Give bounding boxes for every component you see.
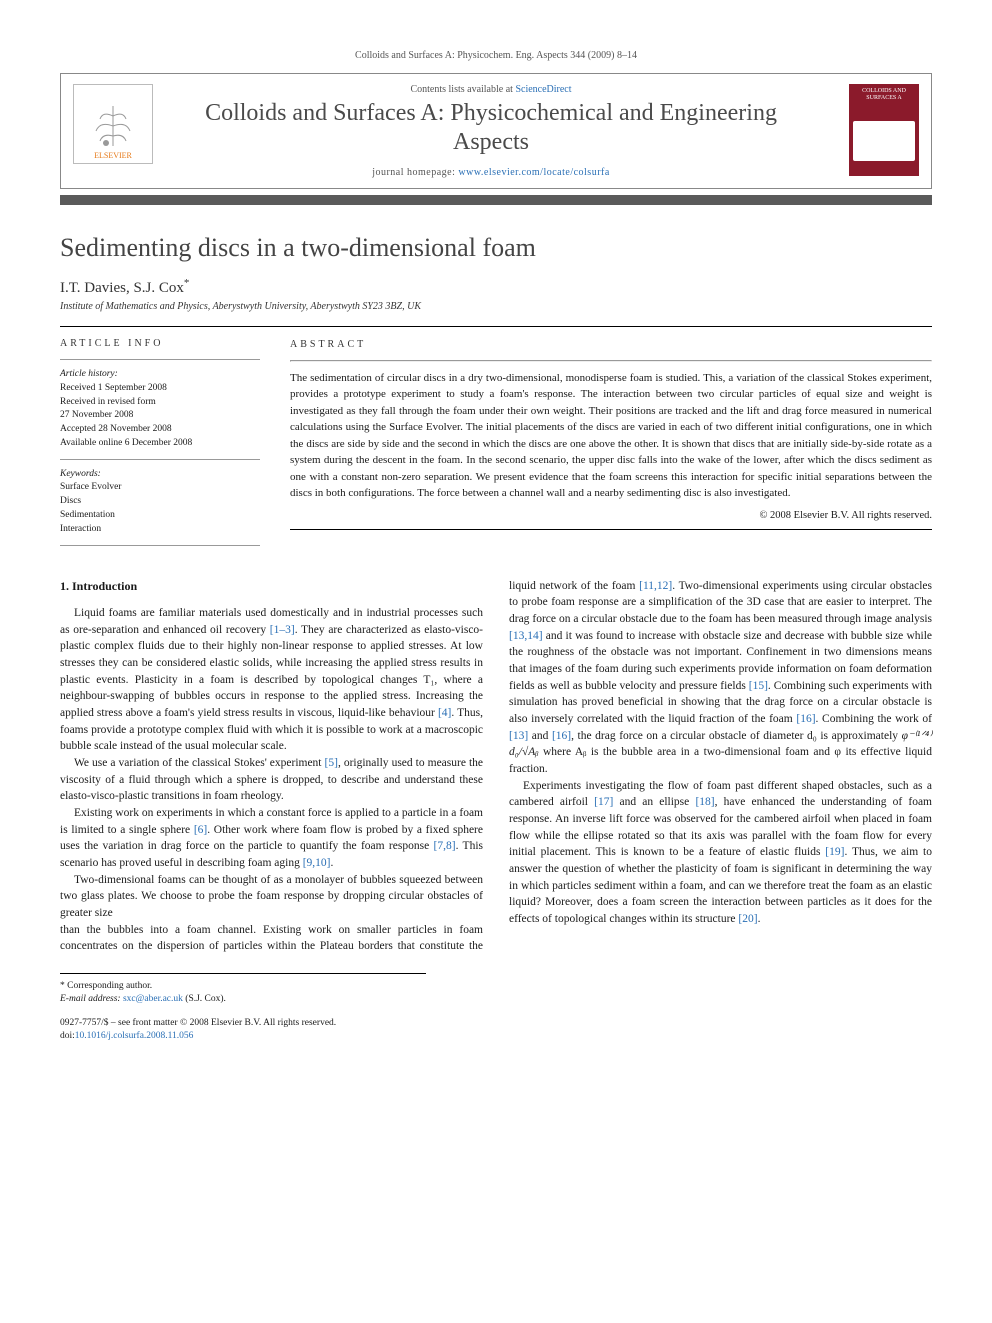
citation-link[interactable]: [7,8] — [434, 840, 456, 852]
citation-link[interactable]: [16] — [796, 713, 815, 725]
keywords-label: Keywords: — [60, 468, 260, 482]
citation-link[interactable]: [15] — [749, 680, 768, 692]
history-revised-2: 27 November 2008 — [60, 409, 260, 423]
citation-link[interactable]: [6] — [194, 824, 207, 836]
corr-author-label: * Corresponding author. — [60, 980, 426, 993]
citation-link[interactable]: [5] — [325, 757, 338, 769]
citation-link[interactable]: [1–3] — [270, 624, 295, 636]
citation-link[interactable]: [13] — [509, 730, 528, 742]
citation-link[interactable]: [16] — [552, 730, 571, 742]
section-heading: 1. Introduction — [60, 578, 483, 595]
article-title: Sedimenting discs in a two-dimensional f… — [60, 233, 932, 263]
body-paragraph: We use a variation of the classical Stok… — [60, 755, 483, 805]
corr-email-name: (S.J. Cox). — [185, 994, 226, 1004]
history-revised-1: Received in revised form — [60, 396, 260, 410]
history-received: Received 1 September 2008 — [60, 382, 260, 396]
corr-email-link[interactable]: sxc@aber.ac.uk — [123, 994, 183, 1004]
body-paragraph: Two-dimensional foams can be thought of … — [60, 872, 483, 922]
citation-link[interactable]: [13,14] — [509, 630, 543, 642]
abstract-heading: abstract — [290, 337, 932, 352]
footer-info: 0927-7757/$ – see front matter © 2008 El… — [60, 1017, 932, 1044]
keyword: Discs — [60, 495, 260, 509]
email-label: E-mail address: — [60, 994, 121, 1004]
history-online: Available online 6 December 2008 — [60, 437, 260, 451]
contents-available-line: Contents lists available at ScienceDirec… — [171, 84, 811, 95]
masthead-divider — [60, 195, 932, 205]
running-head: Colloids and Surfaces A: Physicochem. En… — [60, 50, 932, 61]
publisher-name: ELSEVIER — [94, 151, 132, 160]
issn-line: 0927-7757/$ – see front matter © 2008 El… — [60, 1017, 932, 1030]
article-body: 1. Introduction Liquid foams are familia… — [60, 578, 932, 956]
keyword: Interaction — [60, 523, 260, 537]
body-paragraph: Experiments investigating the flow of fo… — [509, 778, 932, 928]
journal-homepage-link[interactable]: www.elsevier.com/locate/colsurfa — [458, 167, 609, 178]
citation-link[interactable]: [19] — [825, 846, 844, 858]
journal-homepage-line: journal homepage: www.elsevier.com/locat… — [171, 167, 811, 178]
corresponding-marker: * — [184, 277, 190, 289]
history-label: Article history: — [60, 368, 260, 382]
citation-link[interactable]: [17] — [594, 796, 613, 808]
doi-label: doi: — [60, 1031, 75, 1041]
citation-link[interactable]: [18] — [695, 796, 714, 808]
elsevier-tree-icon — [88, 101, 138, 151]
keyword: Surface Evolver — [60, 481, 260, 495]
abstract-text: The sedimentation of circular discs in a… — [290, 370, 932, 502]
publisher-logo: ELSEVIER — [73, 84, 153, 164]
journal-masthead: ELSEVIER COLLOIDS AND SURFACES A Content… — [60, 73, 932, 189]
citation-link[interactable]: [9,10] — [303, 857, 331, 869]
doi-link[interactable]: 10.1016/j.colsurfa.2008.11.056 — [75, 1031, 194, 1041]
abstract-block: abstract The sedimentation of circular d… — [290, 337, 932, 554]
body-paragraph: Existing work on experiments in which a … — [60, 805, 483, 872]
cover-title: COLLOIDS AND SURFACES A — [853, 88, 915, 101]
article-info-heading: article info — [60, 337, 260, 352]
history-accepted: Accepted 28 November 2008 — [60, 423, 260, 437]
sciencedirect-link[interactable]: ScienceDirect — [515, 84, 571, 95]
affiliation: Institute of Mathematics and Physics, Ab… — [60, 301, 932, 312]
article-info-block: article info Article history: Received 1… — [60, 337, 260, 554]
body-paragraph: Liquid foams are familiar materials used… — [60, 605, 483, 755]
rule-above-meta — [60, 326, 932, 327]
journal-cover-thumb: COLLOIDS AND SURFACES A — [849, 84, 919, 176]
corresponding-footnote: * Corresponding author. E-mail address: … — [60, 973, 426, 1007]
citation-link[interactable]: [11,12] — [639, 580, 672, 592]
citation-link[interactable]: [4] — [438, 707, 451, 719]
author-list: I.T. Davies, S.J. Cox* — [60, 277, 932, 297]
journal-name: Colloids and Surfaces A: Physicochemical… — [171, 99, 811, 157]
abstract-copyright: © 2008 Elsevier B.V. All rights reserved… — [290, 508, 932, 524]
keyword: Sedimentation — [60, 509, 260, 523]
citation-link[interactable]: [20] — [738, 913, 757, 925]
